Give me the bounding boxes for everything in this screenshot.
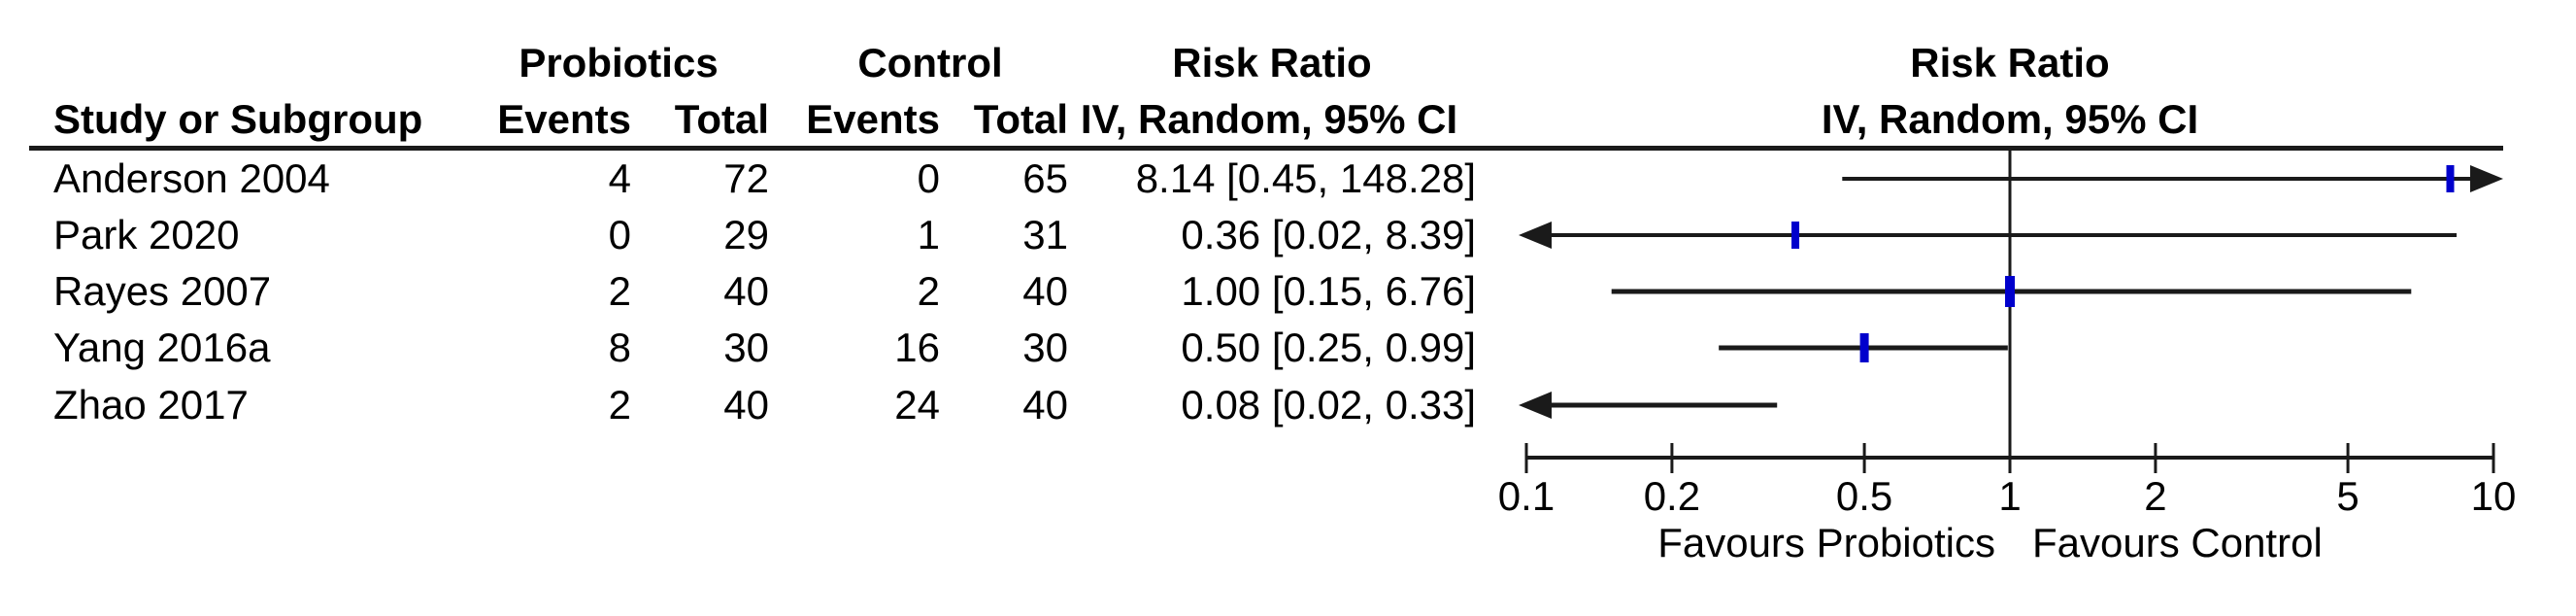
column-group-probiotics: Probiotics — [519, 40, 719, 86]
column-header-events-ctrl: Events — [806, 96, 940, 142]
study-name: Park 2020 — [53, 212, 240, 257]
axis-tick-label: 10 — [2471, 473, 2517, 519]
risk-ratio-value: 1.00 [0.15, 6.76] — [1181, 268, 1476, 314]
events-ctrl: 16 — [894, 325, 940, 370]
events-ctrl: 24 — [894, 382, 940, 428]
point-estimate-marker — [2446, 165, 2455, 192]
point-estimate-marker — [1791, 222, 1800, 249]
column-header-study: Study or Subgroup — [53, 96, 423, 142]
plot-title-risk-ratio: Risk Ratio — [1910, 40, 2110, 86]
left-arrow — [1519, 222, 1552, 249]
header-rule — [29, 146, 2503, 151]
events-treat: 2 — [608, 382, 631, 428]
events-treat: 2 — [608, 268, 631, 314]
study-name: Zhao 2017 — [53, 382, 249, 428]
right-arrow — [2470, 165, 2503, 192]
risk-ratio-value: 0.36 [0.02, 8.39] — [1181, 212, 1476, 257]
point-estimate-marker — [1859, 333, 1869, 362]
favours-left-label: Favours Probiotics — [1657, 520, 1995, 565]
axis-tick-label: 1 — [1998, 473, 2021, 519]
axis-tick-label: 0.1 — [1498, 473, 1555, 519]
events-ctrl: 1 — [917, 212, 940, 257]
left-arrow — [1519, 392, 1552, 419]
point-estimate-marker — [2005, 276, 2015, 307]
favours-right-label: Favours Control — [2032, 520, 2323, 565]
total-ctrl: 40 — [1022, 268, 1068, 314]
total-treat: 40 — [723, 268, 769, 314]
study-name: Yang 2016a — [53, 325, 271, 370]
total-ctrl: 40 — [1022, 382, 1068, 428]
total-treat: 29 — [723, 212, 769, 257]
total-treat: 30 — [723, 325, 769, 370]
total-ctrl: 31 — [1022, 212, 1068, 257]
events-treat: 4 — [608, 155, 631, 201]
risk-ratio-value: 8.14 [0.45, 148.28] — [1135, 155, 1476, 201]
events-ctrl: 0 — [917, 155, 940, 201]
events-treat: 8 — [608, 325, 631, 370]
column-header-events-treat: Events — [497, 96, 631, 142]
risk-ratio-value: 0.08 [0.02, 0.33] — [1181, 382, 1476, 428]
total-ctrl: 30 — [1022, 325, 1068, 370]
axis-tick-label: 0.2 — [1644, 473, 1700, 519]
events-treat: 0 — [608, 212, 631, 257]
total-ctrl: 65 — [1022, 155, 1068, 201]
study-name: Rayes 2007 — [53, 268, 272, 314]
column-header-total-ctrl: Total — [973, 96, 1068, 142]
total-treat: 40 — [723, 382, 769, 428]
column-header-total-treat: Total — [674, 96, 769, 142]
events-ctrl: 2 — [917, 268, 940, 314]
column-header-method: IV, Random, 95% CI — [1080, 96, 1458, 142]
axis-tick-label: 5 — [2336, 473, 2359, 519]
column-group-control: Control — [857, 40, 1003, 86]
study-name: Anderson 2004 — [53, 155, 330, 201]
column-group-risk-ratio: Risk Ratio — [1172, 40, 1372, 86]
total-treat: 72 — [723, 155, 769, 201]
risk-ratio-value: 0.50 [0.25, 0.99] — [1181, 325, 1476, 370]
plot-subtitle-method: IV, Random, 95% CI — [1821, 96, 2199, 142]
axis-tick-label: 2 — [2144, 473, 2166, 519]
axis-tick-label: 0.5 — [1836, 473, 1892, 519]
